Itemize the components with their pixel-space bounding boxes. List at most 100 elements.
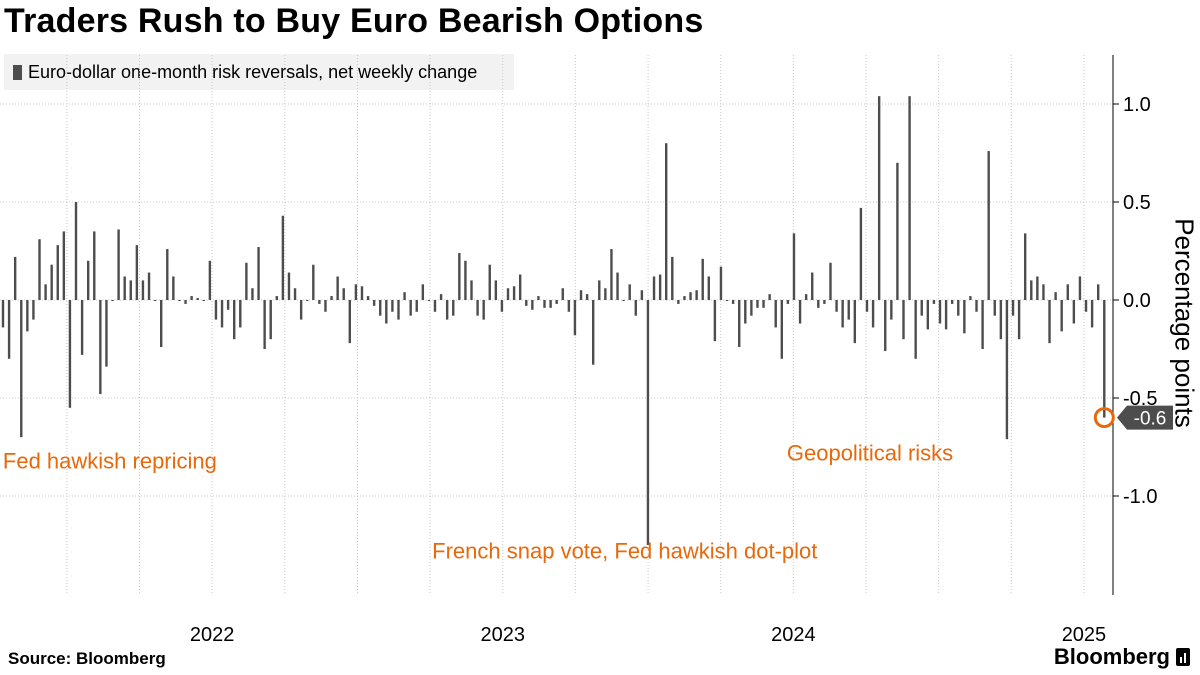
- data-bar: [677, 300, 680, 304]
- x-tick-label: 2023: [480, 624, 525, 646]
- data-bar: [147, 272, 151, 300]
- data-bar: [701, 258, 704, 300]
- data-bar: [640, 290, 644, 300]
- data-bar: [299, 300, 303, 320]
- data-bar: [178, 300, 181, 301]
- data-bar: [658, 274, 662, 300]
- data-bar: [20, 300, 23, 438]
- data-bar: [950, 300, 954, 304]
- data-bar: [512, 286, 516, 300]
- data-bar: [1072, 300, 1076, 324]
- data-bar: [537, 296, 540, 300]
- data-bar: [214, 300, 218, 320]
- data-bar: [561, 288, 564, 300]
- legend: Euro-dollar one-month risk reversals, ne…: [4, 54, 514, 90]
- data-bar: [938, 300, 942, 324]
- data-bar: [7, 300, 11, 359]
- data-bar: [798, 300, 802, 324]
- data-bar: [738, 300, 741, 348]
- data-bar: [385, 300, 388, 324]
- data-bar: [1103, 300, 1106, 418]
- data-bar: [379, 300, 382, 316]
- data-bar: [445, 300, 449, 320]
- y-tick-label: 0.0: [1123, 290, 1151, 312]
- y-tick-label: 0.5: [1123, 192, 1151, 214]
- y-tick-label: -1.0: [1123, 486, 1157, 508]
- chart-annotation: Geopolitical risks: [787, 441, 953, 466]
- data-bar: [1017, 300, 1021, 340]
- data-bar: [439, 294, 443, 300]
- data-bar: [135, 245, 139, 300]
- data-bar: [50, 264, 53, 300]
- chart-annotation: Fed hawkish repricing: [3, 449, 217, 474]
- data-bar: [598, 280, 601, 300]
- data-bar: [86, 260, 90, 300]
- data-bar: [312, 264, 315, 300]
- data-bar: [391, 300, 394, 312]
- data-bar: [202, 300, 205, 301]
- data-bar: [683, 296, 686, 300]
- data-bar: [567, 300, 571, 312]
- data-bar: [963, 300, 966, 334]
- data-bar: [695, 290, 698, 300]
- data-bar: [604, 288, 607, 300]
- data-bar: [257, 247, 260, 300]
- data-bar: [318, 300, 321, 304]
- data-bar: [1084, 300, 1088, 312]
- data-bar: [884, 300, 887, 351]
- x-tick-label: 2024: [771, 624, 816, 646]
- chart-annotation: French snap vote, Fed hawkish dot-plot: [432, 539, 817, 564]
- data-bar: [890, 300, 893, 320]
- data-bar: [62, 231, 66, 300]
- data-bar: [153, 300, 157, 301]
- x-tick-label: 2025: [1062, 624, 1107, 646]
- data-bar: [1060, 300, 1063, 332]
- data-bar: [494, 280, 498, 300]
- y-tick-label: 1.0: [1123, 94, 1151, 116]
- bloomberg-icon: [1176, 648, 1190, 666]
- last-value-marker: [1093, 407, 1115, 429]
- data-bar: [1, 300, 5, 328]
- data-bar: [141, 280, 145, 300]
- data-bar: [452, 300, 455, 316]
- data-bar: [184, 300, 187, 304]
- data-bar: [458, 252, 461, 300]
- data-bar: [488, 264, 491, 300]
- data-bar: [543, 300, 546, 308]
- data-bar: [719, 266, 723, 300]
- data-bar: [713, 300, 717, 342]
- data-bar: [348, 300, 352, 344]
- data-bar: [877, 96, 881, 300]
- chart-title: Traders Rush to Buy Euro Bearish Options: [4, 2, 704, 40]
- y-tick-label: -0.5: [1123, 388, 1157, 410]
- data-bar: [129, 280, 132, 300]
- data-bar: [190, 296, 193, 300]
- data-bar: [1036, 276, 1039, 300]
- data-bar: [105, 300, 108, 367]
- data-bar: [774, 300, 777, 328]
- data-bar: [689, 292, 692, 300]
- data-bar: [269, 300, 272, 340]
- data-bar: [433, 300, 437, 312]
- data-bar: [871, 300, 875, 328]
- data-bar: [1023, 233, 1027, 300]
- data-bar: [780, 300, 784, 359]
- data-bar: [841, 300, 844, 328]
- data-bar: [1042, 284, 1045, 300]
- data-bar: [196, 298, 199, 300]
- data-bar: [865, 300, 869, 312]
- data-bar: [610, 249, 613, 300]
- data-bar: [804, 294, 808, 300]
- data-bar: [427, 300, 431, 301]
- data-bar: [671, 256, 674, 300]
- data-bar: [1005, 300, 1009, 440]
- data-bar: [744, 300, 747, 324]
- data-bar: [908, 96, 911, 300]
- data-bar: [652, 276, 656, 300]
- data-bar: [166, 249, 169, 300]
- data-bar: [336, 276, 339, 300]
- data-bar: [975, 300, 978, 312]
- data-bar: [579, 290, 583, 300]
- data-bar: [372, 300, 376, 306]
